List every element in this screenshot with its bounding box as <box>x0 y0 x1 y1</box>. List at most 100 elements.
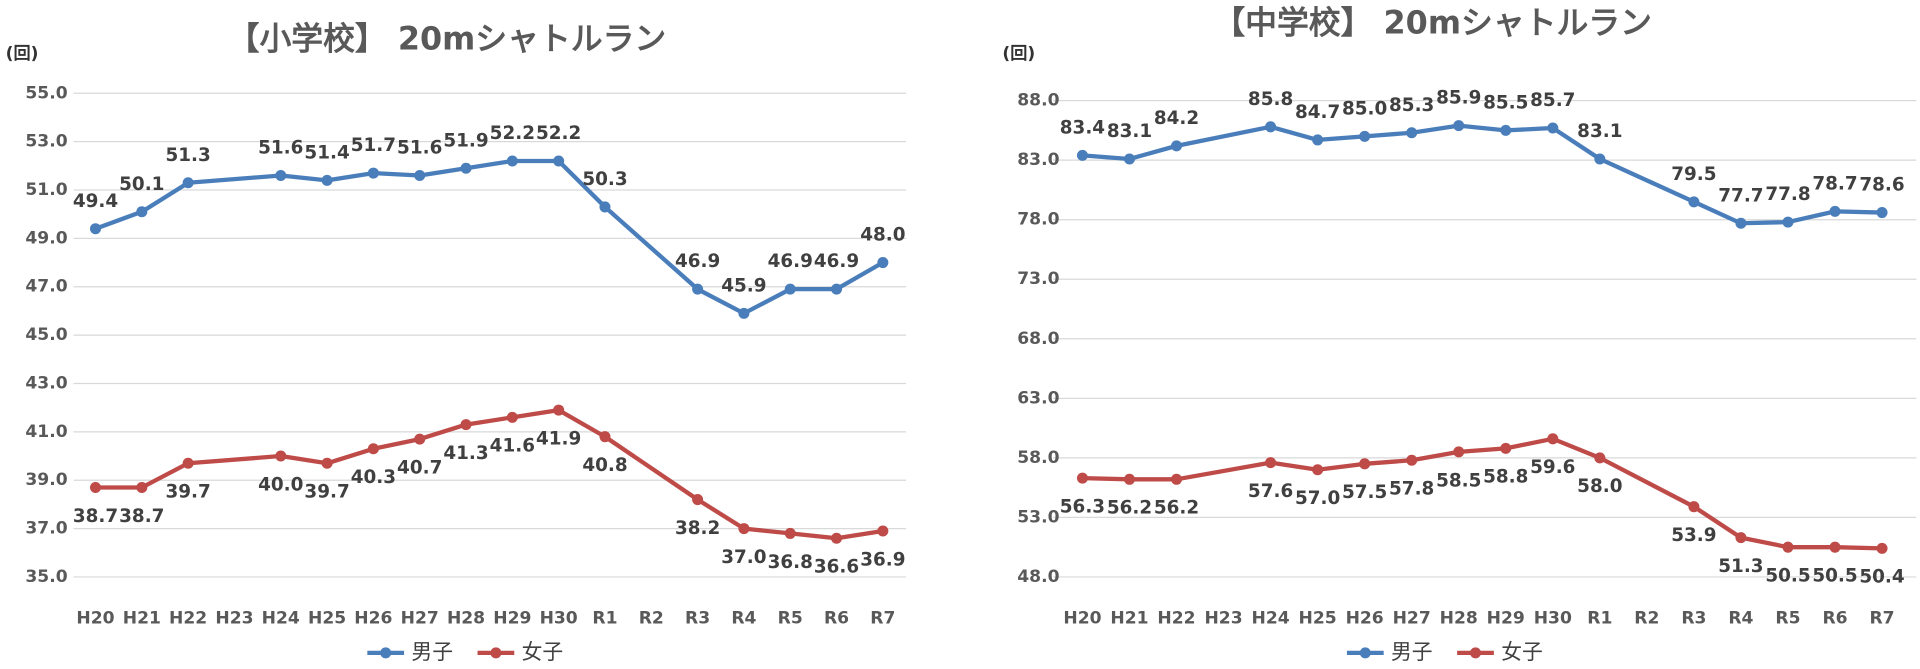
data-label: 52.2 <box>536 123 581 144</box>
legend-label: 女子 <box>1501 640 1543 664</box>
data-label: 78.6 <box>1859 175 1904 196</box>
data-label: 85.5 <box>1483 92 1528 113</box>
y-tick-label: 48.0 <box>1017 567 1059 587</box>
data-label: 85.0 <box>1342 98 1387 119</box>
data-label: 58.5 <box>1436 470 1481 491</box>
legend-marker <box>1359 647 1371 659</box>
gap-connector <box>603 434 699 502</box>
data-label: 85.3 <box>1389 95 1434 116</box>
x-tick-label: H27 <box>401 609 439 629</box>
point <box>1500 442 1512 454</box>
data-label: 46.9 <box>768 251 813 272</box>
data-label: 77.7 <box>1718 185 1763 206</box>
x-tick-label: H30 <box>1534 609 1572 629</box>
data-label: 51.3 <box>1718 556 1763 577</box>
point <box>784 527 796 539</box>
data-label: 37.0 <box>721 547 766 568</box>
data-label: 77.8 <box>1765 184 1810 205</box>
data-label: 57.0 <box>1295 488 1340 509</box>
legend-marker <box>1470 647 1482 659</box>
x-tick-label: H29 <box>1487 609 1525 629</box>
point <box>90 481 102 493</box>
x-tick-label: H26 <box>1346 609 1384 629</box>
y-tick-label: 68.0 <box>1017 329 1059 349</box>
x-tick-label: H23 <box>1204 609 1242 629</box>
point <box>414 169 426 182</box>
series-line <box>1270 436 1601 472</box>
x-tick-label: R4 <box>731 609 756 629</box>
y-tick-label: 35.0 <box>25 567 67 587</box>
point <box>599 431 611 443</box>
data-label: 51.9 <box>443 130 488 151</box>
point <box>553 404 565 416</box>
point <box>1547 122 1559 134</box>
x-tick-label: H20 <box>76 609 114 629</box>
data-label: 51.6 <box>397 138 442 159</box>
y-unit: (回) <box>6 44 39 64</box>
gap-connector <box>1598 455 1695 509</box>
point <box>136 206 148 218</box>
data-label: 83.1 <box>1107 121 1152 142</box>
point <box>1076 472 1088 484</box>
data-label: 45.9 <box>721 275 766 296</box>
data-label: 84.7 <box>1295 102 1340 123</box>
point <box>321 457 333 469</box>
gap-connector <box>1598 157 1695 204</box>
x-tick-label: H29 <box>493 609 531 629</box>
x-tick-label: R4 <box>1728 609 1753 629</box>
data-label: 51.7 <box>351 135 396 156</box>
x-tick-label: R5 <box>1775 609 1800 629</box>
data-label: 57.6 <box>1248 481 1293 502</box>
point <box>1171 473 1183 485</box>
point <box>1312 464 1324 476</box>
y-tick-label: 41.0 <box>25 422 67 442</box>
point <box>1453 446 1465 458</box>
x-tick-label: H21 <box>1110 609 1148 629</box>
data-label: 40.8 <box>582 455 627 476</box>
y-tick-label: 73.0 <box>1017 269 1059 289</box>
data-label: 83.4 <box>1060 117 1105 138</box>
data-label: 38.7 <box>119 506 164 527</box>
x-tick-label: R5 <box>778 609 803 629</box>
point <box>1359 458 1371 470</box>
point <box>414 433 426 445</box>
chart-title: 【中学校】 20mシャトルラン <box>1213 4 1652 42</box>
point <box>831 283 843 295</box>
data-label: 83.1 <box>1577 121 1622 142</box>
gap-connector <box>187 173 281 185</box>
data-label: 56.2 <box>1107 498 1152 519</box>
point <box>275 169 287 182</box>
x-tick-label: R7 <box>870 609 895 629</box>
y-tick-label: 51.0 <box>25 180 67 200</box>
data-label: 85.8 <box>1248 89 1293 110</box>
point <box>1688 196 1700 208</box>
x-tick-label: H23 <box>215 609 253 629</box>
data-label: 38.7 <box>73 506 118 527</box>
data-label: 40.7 <box>397 457 442 478</box>
data-label: 58.8 <box>1483 467 1528 488</box>
point <box>738 307 750 319</box>
point <box>1876 207 1888 219</box>
y-tick-label: 49.0 <box>25 228 67 248</box>
y-tick-label: 39.0 <box>25 470 67 490</box>
point <box>784 283 796 295</box>
data-label: 51.3 <box>165 145 210 166</box>
data-label: 41.3 <box>443 443 488 464</box>
data-label: 52.2 <box>490 123 535 144</box>
legend-marker <box>490 647 502 659</box>
point <box>1500 124 1512 136</box>
x-tick-label: H26 <box>354 609 392 629</box>
data-label: 36.6 <box>814 557 859 578</box>
y-tick-label: 78.0 <box>1017 210 1059 230</box>
chart: 48.0 53.0 58.0 63.0 68.0 73.0 78.0 83.0 88.0 H20 H… <box>1002 4 1917 664</box>
y-tick-label: 45.0 <box>25 325 67 345</box>
data-label: 50.5 <box>1765 566 1810 587</box>
data-label: 57.8 <box>1389 479 1434 500</box>
y-tick-label: 53.0 <box>1017 507 1059 527</box>
data-label: 53.9 <box>1671 525 1716 546</box>
point <box>831 532 843 544</box>
point <box>1594 153 1606 165</box>
data-label: 40.3 <box>351 467 396 488</box>
point <box>506 411 518 423</box>
point <box>1829 205 1841 217</box>
